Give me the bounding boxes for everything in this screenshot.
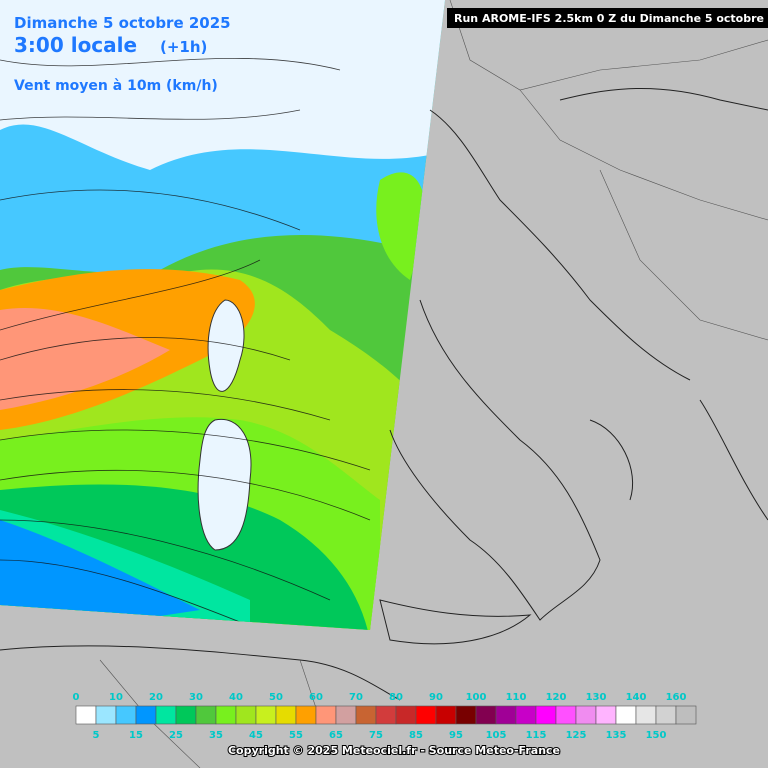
run-banner xyxy=(447,8,768,28)
legend-swatch xyxy=(255,705,277,725)
legend-swatch xyxy=(655,705,677,725)
legend-tick-top: 160 xyxy=(666,692,687,703)
legend-tick-top: 70 xyxy=(349,692,363,703)
legend-tick-bottom: 105 xyxy=(486,730,507,741)
legend-swatch xyxy=(435,705,457,725)
legend-swatch xyxy=(135,705,157,725)
legend-swatch xyxy=(235,705,257,725)
run-label: Run AROME-IFS 2.5km 0 Z du Dimanche 5 oc… xyxy=(454,12,768,25)
legend-tick-bottom: 125 xyxy=(566,730,587,741)
legend-swatch xyxy=(575,705,597,725)
legend-swatch xyxy=(455,705,477,725)
legend-swatch xyxy=(595,705,617,725)
legend-tick-top: 0 xyxy=(73,692,80,703)
coastlines xyxy=(0,88,768,701)
legend-swatch xyxy=(495,705,517,725)
legend-swatch xyxy=(335,705,357,725)
legend-tick-top: 120 xyxy=(546,692,567,703)
legend-tick-bottom: 45 xyxy=(249,730,263,741)
legend-tick-bottom: 65 xyxy=(329,730,343,741)
copyright: Copyright © 2025 Meteociel.fr - Source M… xyxy=(228,744,560,757)
legend-swatch xyxy=(115,705,137,725)
legend-tick-top: 20 xyxy=(149,692,163,703)
legend-swatch xyxy=(275,705,297,725)
borders xyxy=(99,0,768,768)
time: 3:00 locale xyxy=(14,33,137,57)
legend-tick-top: 40 xyxy=(229,692,243,703)
legend-tick-bottom: 75 xyxy=(369,730,383,741)
legend-tick-top: 10 xyxy=(109,692,123,703)
legend-swatch xyxy=(535,705,557,725)
legend-tick-bottom: 35 xyxy=(209,730,223,741)
legend-swatch xyxy=(375,705,397,725)
legend-tick-top: 80 xyxy=(389,692,403,703)
legend-swatch xyxy=(195,705,217,725)
legend-tick-top: 60 xyxy=(309,692,323,703)
legend-tick-bottom: 85 xyxy=(409,730,423,741)
legend-swatch xyxy=(635,705,657,725)
legend-swatch xyxy=(675,705,697,725)
legend-tick-top: 110 xyxy=(506,692,527,703)
legend-swatch xyxy=(75,705,97,725)
legend-tick-bottom: 15 xyxy=(129,730,143,741)
legend-tick-top: 130 xyxy=(586,692,607,703)
legend-swatch xyxy=(315,705,337,725)
legend-swatch xyxy=(155,705,177,725)
legend-swatch xyxy=(295,705,317,725)
legend-swatch xyxy=(555,705,577,725)
legend: 0 10 20 30 40 50 60 70 80 90 100 110 120 130 140 160 5 15… xyxy=(73,692,697,741)
legend-tick-top: 100 xyxy=(466,692,487,703)
legend-swatch xyxy=(215,705,237,725)
legend-tick-bottom: 95 xyxy=(449,730,463,741)
legend-swatch xyxy=(395,705,417,725)
legend-tick-bottom: 150 xyxy=(646,730,667,741)
legend-tick-top: 140 xyxy=(626,692,647,703)
legend-tick-top: 90 xyxy=(429,692,443,703)
legend-swatch xyxy=(175,705,197,725)
legend-tick-bottom: 135 xyxy=(606,730,627,741)
field-label: Vent moyen à 10m (km/h) xyxy=(14,78,218,94)
legend-swatch xyxy=(615,705,637,725)
legend-tick-top: 50 xyxy=(269,692,283,703)
legend-swatch xyxy=(415,705,437,725)
time-offset: (+1h) xyxy=(160,38,207,56)
legend-swatch xyxy=(475,705,497,725)
legend-swatch xyxy=(95,705,117,725)
date: Dimanche 5 octobre 2025 xyxy=(14,14,231,32)
wind-field xyxy=(0,0,445,630)
legend-swatch xyxy=(355,705,377,725)
legend-tick-bottom: 115 xyxy=(526,730,547,741)
legend-tick-bottom: 55 xyxy=(289,730,303,741)
legend-tick-bottom: 25 xyxy=(169,730,183,741)
legend-tick-bottom: 5 xyxy=(93,730,100,741)
legend-tick-top: 30 xyxy=(189,692,203,703)
legend-swatch xyxy=(515,705,537,725)
